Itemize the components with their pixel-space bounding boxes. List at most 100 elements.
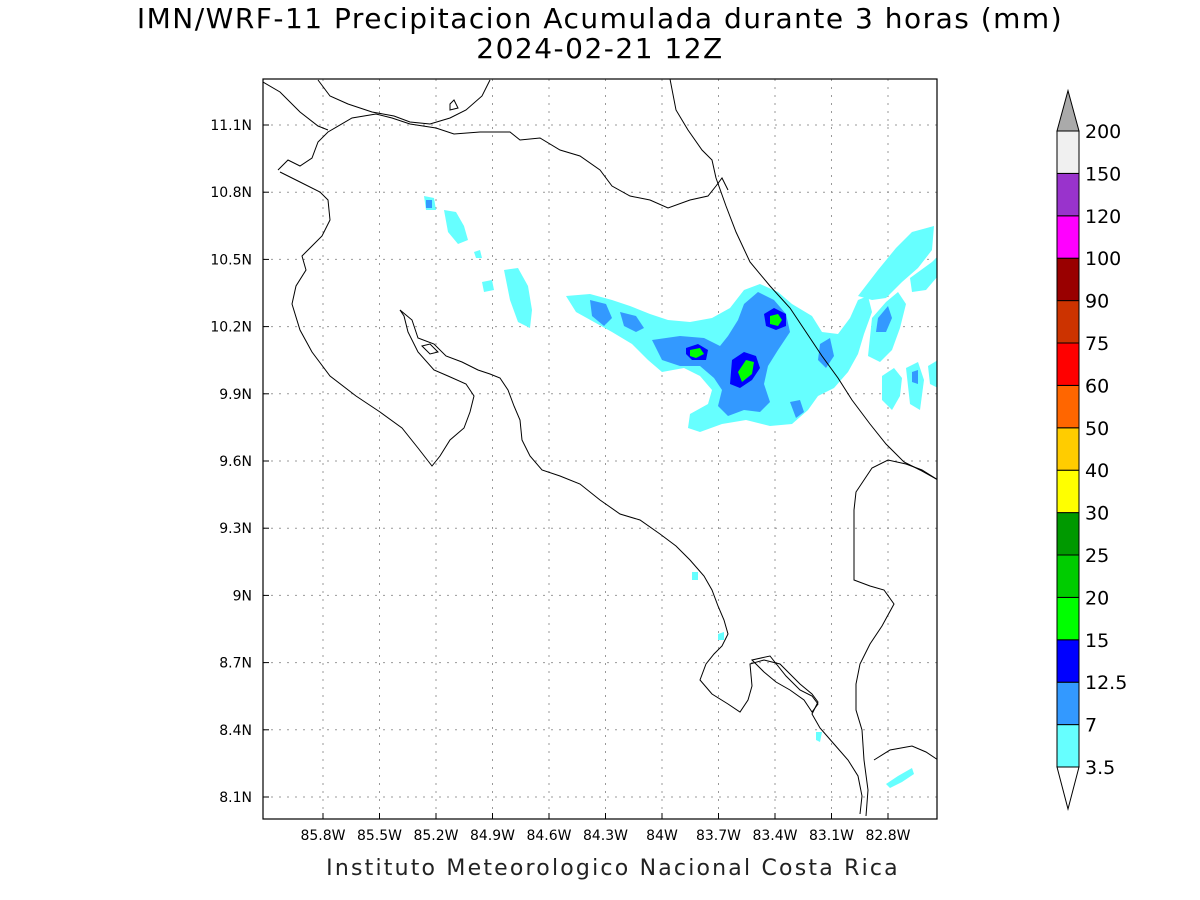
precip-area-7mm: [590, 300, 612, 326]
longitude-label: 83.7W: [696, 828, 741, 844]
colorbar-swatch: [1056, 512, 1080, 556]
precipitation-field: [424, 196, 937, 788]
osa-peninsula-coast: [751, 655, 819, 713]
nicaragua-caribbean-coast: [669, 79, 717, 179]
longitude-labels: 85.8W 85.5W 85.2W 84.9W 84.6W 84.3W 84W 83.7W 83…: [300, 813, 911, 844]
colorbar: 3.5 7 12.5 15 20 25 30 40 50 60 75 90 100 120 150 200: [1056, 88, 1127, 811]
latitude-label: 10.2N: [210, 320, 252, 336]
colorbar-swatch: [1056, 469, 1080, 514]
longitude-label: 84.6W: [526, 828, 571, 844]
colorbar-lower-arrow: [1056, 766, 1080, 811]
longitude-label: 82.8W: [865, 828, 910, 844]
guanacaste-coast: [279, 171, 475, 467]
panama-border: [853, 459, 937, 817]
colorbar-swatch: [1056, 342, 1080, 386]
precip-area-3.5mm: [482, 280, 494, 292]
colorbar-swatch: [1056, 427, 1080, 471]
caribbean-coast: [715, 177, 937, 481]
precip-area-3.5mm: [504, 268, 532, 328]
precip-area-7mm: [818, 338, 834, 368]
panama-pacific-coast: [873, 745, 937, 761]
precip-area-3.5mm: [692, 572, 698, 580]
colorbar-label: 40: [1085, 460, 1109, 482]
latitude-label: 9.9N: [219, 387, 252, 403]
precip-area-7mm: [652, 292, 790, 416]
gulf-of-nicoya-coast: [399, 309, 863, 815]
precip-area-3.5mm: [718, 632, 724, 640]
map-title: IMN/WRF-11 Precipitacion Acumulada duran…: [136, 2, 1064, 35]
colorbar-swatch: [1056, 639, 1080, 683]
colorbar-swatch: [1056, 300, 1080, 344]
map-area: 85.8W 85.5W 85.2W 84.9W 84.6W 84.3W 84W 83.7W 83…: [210, 78, 938, 844]
precip-area-3.5mm: [928, 360, 937, 388]
precip-area-7mm: [620, 312, 644, 332]
colorbar-swatch: [1056, 724, 1080, 768]
longitude-label: 84.9W: [470, 828, 515, 844]
latitude-label: 9.3N: [219, 521, 252, 537]
latitude-label: 8.4N: [219, 723, 252, 739]
precip-area-7mm: [426, 200, 432, 208]
colorbar-upper-arrow: [1056, 88, 1080, 132]
precip-area-15mm: [738, 360, 754, 382]
colorbar-swatch: [1056, 215, 1080, 259]
map-valid-time: 2024-02-21 12Z: [476, 32, 724, 65]
latitude-labels: 11.1N 10.8N 10.5N 10.2N 9.9N 9.6N 9.3N 9N 8.7N 8.…: [210, 118, 269, 806]
precip-area-3.5mm: [886, 768, 914, 788]
precip-area-3.5mm: [858, 226, 934, 300]
precip-area-3.5mm: [882, 368, 902, 410]
precip-area-3.5mm: [906, 362, 924, 410]
colorbar-swatch: [1056, 384, 1080, 429]
precip-area-7mm: [912, 370, 918, 384]
precip-area-3.5mm: [444, 210, 468, 244]
colorbar-swatch: [1056, 257, 1080, 302]
institution-credit: Instituto Meteorologico Nacional Costa R…: [326, 856, 900, 881]
latitude-label: 11.1N: [210, 118, 252, 134]
longitude-label: 84.3W: [583, 828, 628, 844]
longitude-label: 85.5W: [357, 828, 402, 844]
lake-island: [449, 99, 459, 111]
chira-island: [421, 343, 439, 355]
precip-area-3.5mm: [474, 250, 482, 258]
precip-area-7mm: [876, 306, 892, 332]
colorbar-label: 3.5: [1085, 757, 1115, 779]
precip-area-15mm: [690, 348, 704, 358]
nicaragua-costa-rica-border: [277, 113, 729, 209]
latitude-label: 9.6N: [219, 454, 252, 470]
colorbar-label: 75: [1085, 333, 1109, 355]
latitude-label: 8.1N: [219, 790, 252, 806]
map-background: [263, 79, 937, 819]
colorbar-swatch: [1056, 172, 1080, 217]
colorbar-swatch: [1056, 681, 1080, 726]
precip-area-3.5mm: [816, 732, 822, 742]
colorbar-label: 12.5: [1085, 672, 1127, 694]
lake-nicaragua-shore: [317, 79, 491, 125]
coastlines-and-borders: [263, 79, 937, 817]
latitude-label: 8.7N: [219, 656, 252, 672]
longitude-label: 85.8W: [300, 828, 345, 844]
colorbar-label: 100: [1085, 248, 1121, 270]
colorbar-label: 50: [1085, 418, 1109, 440]
longitude-label: 83.4W: [752, 828, 797, 844]
latitude-label: 10.8N: [210, 185, 252, 201]
nicaragua-pacific-coast: [263, 81, 329, 131]
colorbar-swatch: [1056, 554, 1080, 598]
precip-area-15mm: [770, 314, 782, 326]
colorbar-swatch: [1056, 596, 1080, 641]
colorbar-label: 25: [1085, 545, 1109, 567]
map-gridlines: [263, 79, 937, 819]
colorbar-label: 15: [1085, 630, 1109, 652]
latitude-label: 10.5N: [210, 252, 252, 268]
map-frame: [262, 78, 938, 820]
colorbar-swatch: [1056, 130, 1080, 174]
colorbar-label: 200: [1085, 121, 1121, 143]
longitude-label: 83.1W: [809, 828, 854, 844]
precip-area-7mm: [790, 400, 804, 418]
colorbar-label: 60: [1085, 375, 1109, 397]
precip-area-3.5mm: [910, 257, 937, 292]
colorbar-label: 90: [1085, 291, 1109, 313]
longitude-label: 84W: [646, 828, 678, 844]
latitude-label: 9N: [233, 588, 252, 604]
longitude-label: 85.2W: [413, 828, 458, 844]
colorbar-label: 7: [1085, 715, 1097, 737]
